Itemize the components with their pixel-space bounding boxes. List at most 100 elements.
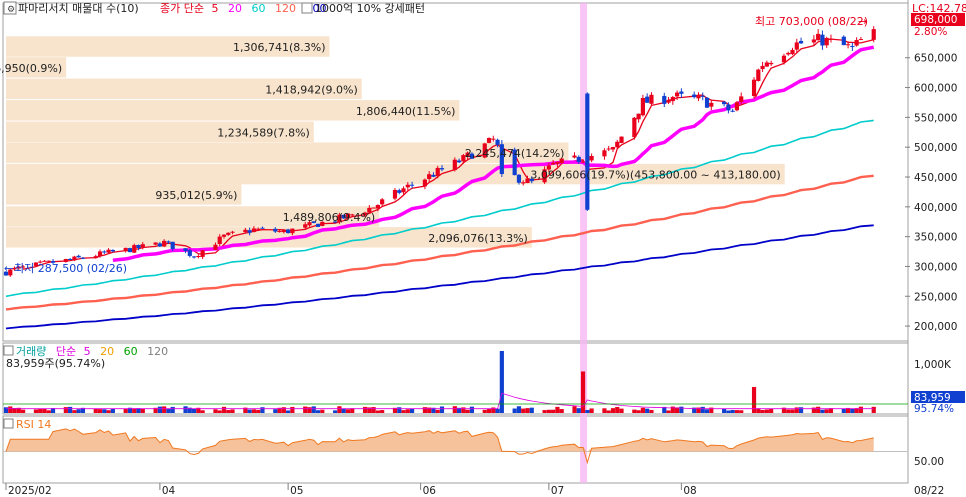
volume-bar[interactable] bbox=[640, 407, 645, 413]
volume-bar[interactable] bbox=[516, 406, 522, 413]
volume-bar[interactable] bbox=[333, 410, 338, 413]
candle-body[interactable] bbox=[345, 213, 351, 218]
volume-bar[interactable] bbox=[790, 409, 795, 413]
candle-body[interactable] bbox=[619, 136, 624, 143]
candle-body[interactable] bbox=[307, 222, 312, 226]
volume-bar[interactable] bbox=[422, 407, 427, 413]
volume-bar[interactable] bbox=[221, 406, 227, 413]
volume-bar[interactable] bbox=[277, 407, 282, 413]
candle-body[interactable] bbox=[183, 248, 188, 252]
volume-bar[interactable] bbox=[521, 408, 526, 413]
candle-body[interactable] bbox=[794, 42, 799, 50]
candle-body[interactable] bbox=[375, 204, 380, 209]
candle-body[interactable] bbox=[559, 158, 564, 164]
volume-bar[interactable] bbox=[675, 407, 680, 413]
candle-body[interactable] bbox=[243, 229, 248, 233]
volume-bar[interactable] bbox=[63, 407, 68, 413]
volume-bar[interactable] bbox=[760, 410, 765, 413]
volume-bar[interactable] bbox=[465, 409, 470, 413]
candle-body[interactable] bbox=[640, 98, 645, 116]
volume-bar[interactable] bbox=[251, 409, 257, 413]
candle-body[interactable] bbox=[764, 62, 769, 67]
volume-bar[interactable] bbox=[786, 409, 791, 413]
candle-body[interactable] bbox=[786, 52, 791, 55]
volume-bar[interactable] bbox=[345, 409, 351, 413]
volume-bar[interactable] bbox=[350, 408, 355, 413]
volume-legend-text[interactable]: 거래량 단순 5 20 60 120 bbox=[16, 345, 168, 358]
rsi-checkbox-icon[interactable] bbox=[3, 418, 14, 429]
volume-bar[interactable] bbox=[76, 409, 81, 413]
volume-bar[interactable] bbox=[589, 408, 594, 413]
volume-bar[interactable] bbox=[127, 407, 133, 413]
candle-body[interactable] bbox=[491, 138, 496, 140]
candle-body[interactable] bbox=[739, 96, 744, 102]
candle-body[interactable] bbox=[679, 91, 684, 94]
volume-bar[interactable] bbox=[102, 409, 107, 413]
volume-bar[interactable] bbox=[546, 409, 551, 413]
volume-bar[interactable] bbox=[196, 407, 201, 413]
candle-body[interactable] bbox=[756, 69, 761, 81]
volume-bar[interactable] bbox=[337, 406, 342, 413]
candle-body[interactable] bbox=[401, 188, 406, 193]
candle-body[interactable] bbox=[157, 243, 162, 247]
volume-bar[interactable] bbox=[260, 407, 265, 413]
volume-bar[interactable] bbox=[226, 410, 231, 413]
volume-bar[interactable] bbox=[33, 409, 39, 413]
volume-bar[interactable] bbox=[431, 407, 436, 413]
volume-bar[interactable] bbox=[243, 407, 248, 413]
candle-body[interactable] bbox=[362, 212, 368, 216]
volume-bar[interactable] bbox=[551, 409, 556, 413]
candle-body[interactable] bbox=[816, 33, 821, 41]
volume-bar[interactable] bbox=[375, 410, 380, 413]
volume-bar[interactable] bbox=[704, 409, 710, 413]
volume-bar[interactable] bbox=[110, 408, 115, 413]
candle-body[interactable] bbox=[63, 258, 68, 263]
volume-bar[interactable] bbox=[730, 409, 735, 413]
candle-body[interactable] bbox=[427, 174, 432, 179]
volume-bar[interactable] bbox=[461, 407, 466, 413]
volume-bar[interactable] bbox=[362, 406, 368, 413]
candle-body[interactable] bbox=[166, 241, 171, 243]
gear-icon[interactable] bbox=[3, 1, 17, 15]
candle-body[interactable] bbox=[21, 266, 26, 268]
volume-bar[interactable] bbox=[816, 406, 821, 413]
volume-bar[interactable] bbox=[858, 406, 863, 413]
volume-bar[interactable] bbox=[585, 409, 590, 413]
candle-body[interactable] bbox=[136, 244, 141, 249]
volume-bar[interactable] bbox=[427, 407, 432, 413]
volume-bar[interactable] bbox=[42, 408, 47, 413]
volume-bar[interactable] bbox=[645, 408, 650, 413]
volume-bar[interactable] bbox=[726, 410, 731, 413]
volume-bar[interactable] bbox=[315, 410, 321, 413]
volume-bar[interactable] bbox=[230, 409, 235, 413]
candle-body[interactable] bbox=[341, 214, 346, 219]
candle-body[interactable] bbox=[256, 228, 261, 230]
candle-body[interactable] bbox=[50, 261, 56, 263]
volume-bar[interactable] bbox=[769, 408, 774, 413]
volume-bar[interactable] bbox=[692, 407, 697, 413]
volume-bar[interactable] bbox=[401, 410, 406, 413]
volume-bar[interactable] bbox=[615, 406, 620, 413]
volume-bar[interactable] bbox=[512, 408, 517, 413]
candle-body[interactable] bbox=[871, 29, 876, 40]
volume-bar[interactable] bbox=[397, 407, 402, 413]
volume-bar[interactable] bbox=[820, 409, 825, 413]
volume-bar[interactable] bbox=[392, 407, 398, 413]
candle-body[interactable] bbox=[46, 260, 51, 262]
volume-bar[interactable] bbox=[739, 410, 744, 413]
candle-body[interactable] bbox=[760, 65, 765, 70]
volume-bar[interactable] bbox=[162, 406, 167, 413]
candle-body[interactable] bbox=[722, 101, 727, 105]
candle-body[interactable] bbox=[820, 34, 825, 46]
candle-body[interactable] bbox=[636, 113, 641, 120]
candle-body[interactable] bbox=[824, 37, 829, 46]
candle-body[interactable] bbox=[422, 179, 427, 187]
volume-bar[interactable] bbox=[542, 410, 547, 413]
candle-body[interactable] bbox=[465, 152, 470, 157]
candle-body[interactable] bbox=[42, 260, 47, 262]
candle-body[interactable] bbox=[273, 228, 278, 232]
candle-body[interactable] bbox=[555, 161, 560, 164]
candle-body[interactable] bbox=[649, 94, 654, 104]
volume-bar[interactable] bbox=[16, 407, 21, 413]
candle-body[interactable] bbox=[632, 117, 637, 138]
